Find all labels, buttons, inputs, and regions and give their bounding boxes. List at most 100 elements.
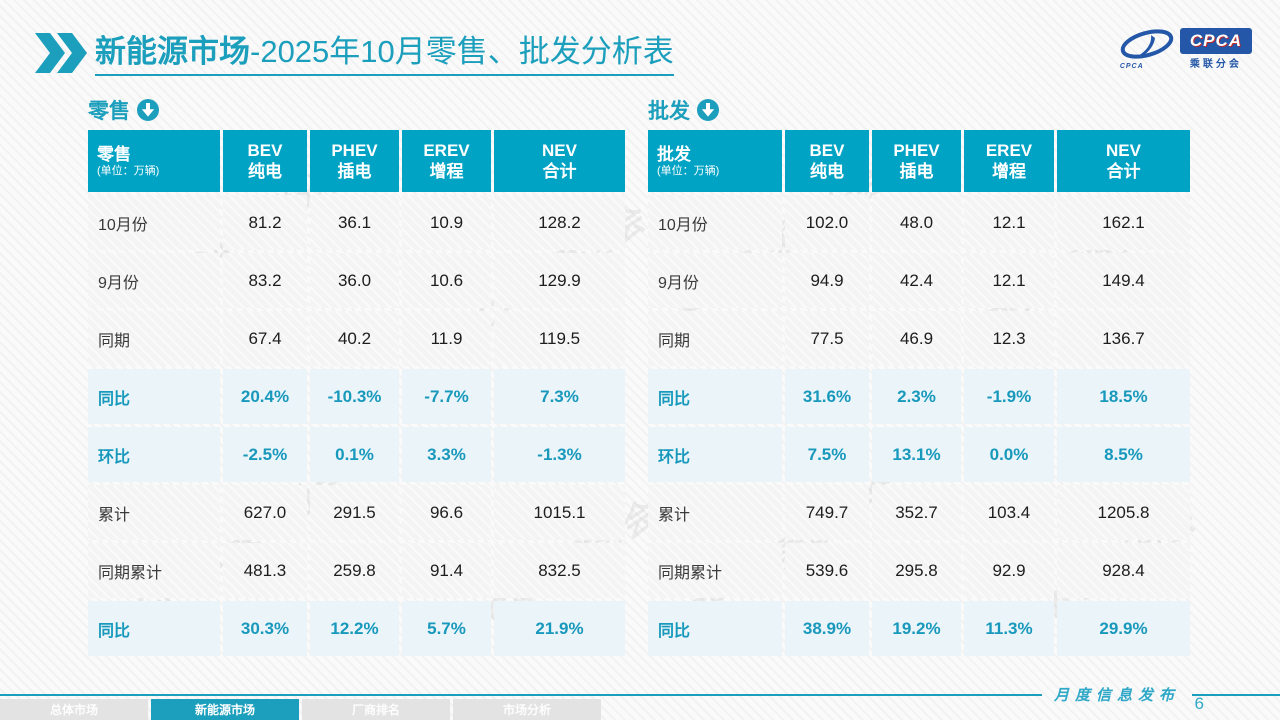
col-line2: 插电	[899, 162, 934, 181]
title-row: 新能源市场-2025年10月零售、批发分析表	[35, 33, 674, 76]
cpca-logo-text: CPCA 乘联分会	[1179, 28, 1252, 70]
value-cell: 12.3	[964, 311, 1054, 366]
value-cell: 11.3%	[964, 601, 1054, 656]
value-cell: 539.6	[785, 543, 869, 598]
value-cell: 83.2	[223, 253, 307, 308]
value-cell: 149.4	[1057, 253, 1190, 308]
value-cell: 31.6%	[785, 369, 869, 424]
page-title-rest: -2025年10月零售、批发分析表	[250, 34, 674, 69]
row-label: 10月份	[88, 195, 220, 250]
cpca-logo-mark-icon: CPCA	[1118, 28, 1176, 70]
value-cell: 162.1	[1057, 195, 1190, 250]
value-cell: 29.9%	[1057, 601, 1190, 656]
value-cell: 928.4	[1057, 543, 1190, 598]
value-cell: -7.7%	[402, 369, 491, 424]
value-cell: 291.5	[310, 485, 399, 540]
value-cell: 7.3%	[494, 369, 625, 424]
value-cell: 259.8	[310, 543, 399, 598]
retail-header-bev: BEV 纯电	[223, 130, 307, 192]
col-line2: 纯电	[810, 162, 844, 181]
wholesale-section: 批发 CPCA 乘联分会 CPCA 乘联分会 CPCA 乘联分会 CPCA 乘联…	[648, 95, 1201, 664]
value-cell: 10.6	[402, 253, 491, 308]
value-cell: -2.5%	[223, 427, 307, 482]
row-label: 9月份	[88, 253, 220, 308]
value-cell: 352.7	[872, 485, 961, 540]
footer-rule-right	[1192, 693, 1280, 696]
wholesale-header-bev: BEV 纯电	[785, 130, 869, 192]
col-line1: PHEV	[331, 140, 378, 160]
row-label: 同比	[88, 369, 220, 424]
value-cell: 7.5%	[785, 427, 869, 482]
value-cell: 119.5	[494, 311, 625, 366]
value-cell: 3.3%	[402, 427, 491, 482]
page-title-highlight: 新能源市场	[95, 34, 250, 69]
retail-header-label-cell: 零售 (单位：万辆)	[88, 130, 220, 192]
col-line2: 增程	[429, 162, 464, 181]
value-cell: 77.5	[785, 311, 869, 366]
value-cell: 295.8	[872, 543, 961, 598]
retail-section-label: 零售	[88, 95, 628, 125]
value-cell: 5.7%	[402, 601, 491, 656]
wholesale-header-label-cell: 批发 (单位：万辆)	[648, 130, 782, 192]
col-line1: BEV	[809, 140, 845, 160]
wholesale-header-erev: EREV 增程	[964, 130, 1054, 192]
value-cell: 12.1	[964, 253, 1054, 308]
value-cell: 67.4	[223, 311, 307, 366]
retail-header-phev: PHEV 插电	[310, 130, 399, 192]
col-line1: BEV	[247, 140, 283, 160]
page-number: 6	[1194, 694, 1204, 713]
value-cell: 481.3	[223, 543, 307, 598]
value-cell: 40.2	[310, 311, 399, 366]
value-cell: 30.3%	[223, 601, 307, 656]
cpca-logo-small-text: CPCA	[1119, 63, 1144, 70]
row-label: 累计	[648, 485, 782, 540]
row-label: 环比	[648, 427, 782, 482]
col-line2: 合计	[1106, 162, 1141, 181]
retail-header-unit: (单位：万辆)	[97, 164, 160, 177]
retail-header-title: 零售	[97, 144, 131, 164]
value-cell: 36.0	[310, 253, 399, 308]
value-cell: -1.3%	[494, 427, 625, 482]
col-line1: EREV	[985, 140, 1033, 160]
value-cell: 19.2%	[872, 601, 961, 656]
tab-overall-market[interactable]: 总体市场	[0, 699, 148, 720]
value-cell: 627.0	[223, 485, 307, 540]
value-cell: 48.0	[872, 195, 961, 250]
col-line2: 插电	[337, 162, 372, 181]
tab-market-analysis[interactable]: 市场分析	[453, 699, 601, 720]
wholesale-header-unit: (单位：万辆)	[657, 164, 720, 177]
tab-nev-market[interactable]: 新能源市场	[151, 699, 299, 720]
value-cell: -10.3%	[310, 369, 399, 424]
footer-rule-left	[0, 693, 1042, 696]
retail-header-erev: EREV 增程	[402, 130, 491, 192]
wholesale-section-label: 批发	[648, 95, 1193, 125]
value-cell: 92.9	[964, 543, 1054, 598]
value-cell: 36.1	[310, 195, 399, 250]
value-cell: 11.9	[402, 311, 491, 366]
row-label: 同期累计	[88, 543, 220, 598]
value-cell: 103.4	[964, 485, 1054, 540]
value-cell: 21.9%	[494, 601, 625, 656]
tab-manufacturer-ranking[interactable]: 厂商排名	[302, 699, 450, 720]
value-cell: 0.0%	[964, 427, 1054, 482]
value-cell: 0.1%	[310, 427, 399, 482]
value-cell: 38.9%	[785, 601, 869, 656]
retail-header-nev: NEV 合计	[494, 130, 625, 192]
value-cell: 749.7	[785, 485, 869, 540]
value-cell: 2.3%	[872, 369, 961, 424]
wholesale-header-phev: PHEV 插电	[872, 130, 961, 192]
col-line2: 合计	[542, 162, 577, 181]
cpca-logo-box: CPCA	[1179, 28, 1252, 54]
retail-table: 零售 (单位：万辆) BEV 纯电 PHEV 插电 EREV 增程 NEV 合计 10月…	[88, 130, 628, 656]
value-cell: 1205.8	[1057, 485, 1190, 540]
row-label: 同期累计	[648, 543, 782, 598]
value-cell: 832.5	[494, 543, 625, 598]
footer-rule: 月度信息发布	[0, 684, 1280, 705]
row-label: 同比	[648, 369, 782, 424]
col-line2: 增程	[992, 162, 1026, 181]
col-line2: 纯电	[248, 162, 282, 181]
value-cell: 12.2%	[310, 601, 399, 656]
row-label: 同期	[88, 311, 220, 366]
value-cell: 1015.1	[494, 485, 625, 540]
